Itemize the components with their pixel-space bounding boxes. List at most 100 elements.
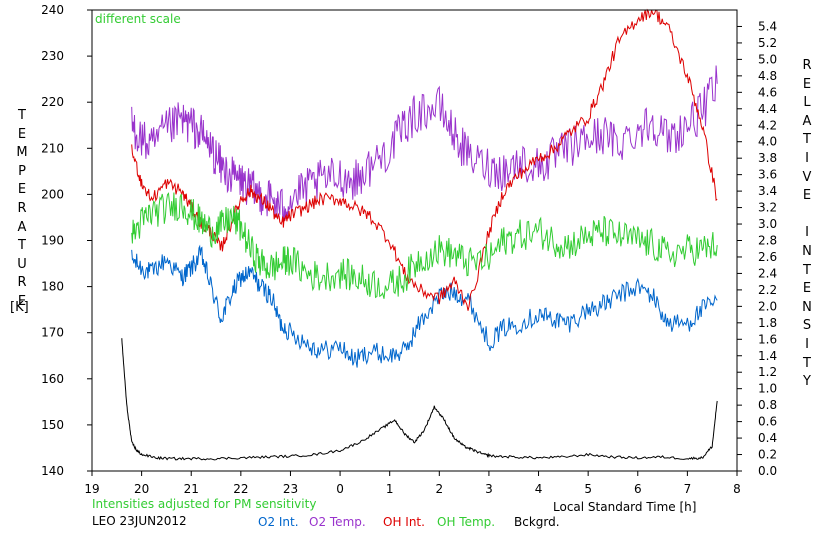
x-tick-label: 7 [684,482,692,496]
left-tick-label: 180 [41,280,64,294]
left-tick-label: 220 [41,95,64,109]
x-tick-label: 19 [84,482,99,496]
legend-entry: O2 Int. [258,515,299,529]
x-tick-label: 3 [485,482,493,496]
x-tick-label: 0 [336,482,344,496]
x-tick-label: 1 [386,482,394,496]
axis-label-letter: T [803,355,811,371]
left-axis-ticks: 140 150 160 170 180 190 200 210 220 230 240 [41,3,92,478]
axis-label-letter: A [802,113,812,129]
right-tick-label: 0.4 [758,431,777,445]
axis-label-letter: R [802,58,812,73]
axis-label-letter: M [16,145,28,161]
right-tick-label: 2.6 [758,250,777,264]
left-tick-label: 170 [41,326,64,340]
x-tick-label: 5 [584,482,592,496]
right-tick-label: 2.2 [758,283,777,297]
right-tick-label: 4.2 [758,118,777,132]
right-tick-label: 1.8 [758,316,777,330]
x-axis-ticks: 19 20 21 22 23 0 1 2 3 4 5 6 7 8 [84,471,741,496]
left-tick-label: 160 [41,372,64,386]
legend-entry: O2 Temp. [309,515,366,529]
x-tick-label: 2 [435,482,443,496]
right-tick-label: 2.8 [758,234,777,248]
right-tick-label: 1.2 [758,365,777,379]
axis-label-letter: T [803,132,811,148]
x-tick-label: 23 [283,482,298,496]
right-tick-label: 3.2 [758,201,777,215]
series-layer [121,8,718,461]
left-tick-label: 210 [41,141,64,155]
station-date-label: LEO 23JUN2012 [92,514,187,528]
axis-label-letter: A [17,219,27,235]
axis-label-letter: T [18,238,26,254]
x-tick-label: 22 [233,482,248,496]
axis-label-letter: I [805,150,809,166]
series-line-o2-int [131,244,718,368]
left-tick-label: 150 [41,418,64,432]
annotation-pm-sensitivity: Intensities adjusted for PM sensitivity [92,497,317,511]
left-tick-label: 190 [41,234,64,248]
left-tick-label: 140 [41,464,64,478]
axis-label-letter: U [17,256,27,272]
axis-label-gap [797,206,817,225]
axis-label-letter: V [802,169,812,185]
right-tick-label: 0.8 [758,398,777,412]
right-tick-label: 0.6 [758,415,777,429]
right-tick-label: 1.4 [758,349,777,363]
axis-label-letter: T [803,262,811,278]
x-tick-label: 6 [634,482,642,496]
right-tick-label: 4.8 [758,69,777,83]
right-axis-ticks: 0.0 0.2 0.4 0.6 0.8 1.0 1.2 1.4 1.6 1.8 2.0 2.2 2.4 2… [737,19,777,478]
series-line-oh-temp [131,192,718,299]
right-tick-label: 5.2 [758,36,777,50]
right-tick-label: 3.6 [758,168,777,182]
axis-label-letter: N [802,299,812,315]
right-tick-label: 4.4 [758,102,777,116]
axis-label-letter: T [18,108,26,123]
axis-label-letter: L [803,95,811,111]
series-line-oh-int [131,8,718,311]
right-tick-label: 3.4 [758,184,777,198]
left-tick-label: 200 [41,187,64,201]
axis-label-letter: I [805,336,809,352]
series-line-o2-temp [131,65,718,222]
right-tick-label: 5.4 [758,19,777,33]
axis-label-letter: N [802,243,812,259]
left-tick-label: 230 [41,49,64,63]
axis-label-letter: E [17,182,27,198]
x-tick-label: 8 [733,482,741,496]
right-tick-label: 4.6 [758,85,777,99]
legend-entry: Bckgrd. [514,515,560,529]
right-tick-label: 0.2 [758,448,777,462]
annotation-different-scale: different scale [95,12,181,26]
right-tick-label: 3.8 [758,151,777,165]
right-tick-label: 4.0 [758,135,777,149]
legend-entry: OH Int. [383,515,425,529]
right-tick-label: 2.4 [758,266,777,280]
x-axis-label: Local Standard Time [h] [553,500,697,514]
legend: O2 Int. O2 Temp. OH Int. OH Temp. Bckgrd. [258,515,560,529]
axis-label-letter: P [18,163,26,179]
axis-label-letter: E [17,293,27,309]
axis-label-letter: S [802,318,812,334]
right-tick-label: 1.0 [758,382,777,396]
right-tick-label: 3.0 [758,217,777,231]
axis-label-letter: R [17,200,27,216]
plot-frame [91,9,738,472]
axis-label-letter: I [805,225,809,241]
left-tick-label: 240 [41,3,64,17]
axis-label-letter: Y [803,374,811,390]
left-axis-unit: [K] [10,300,29,315]
legend-entry: OH Temp. [437,515,495,529]
x-tick-label: 4 [535,482,543,496]
axis-label-letter: E [802,188,812,204]
right-tick-label: 0.0 [758,464,777,478]
right-tick-label: 5.0 [758,52,777,66]
series-line-bckgrd [121,338,718,461]
right-tick-label: 1.6 [758,332,777,346]
right-tick-label: 2.0 [758,299,777,313]
axis-label-letter: R [17,275,27,291]
